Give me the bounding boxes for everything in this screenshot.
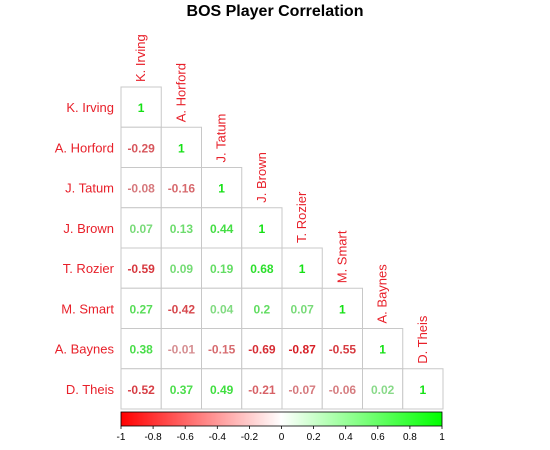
cell-value-label: -0.52 xyxy=(127,383,155,397)
cell-value-label: -0.42 xyxy=(168,302,196,316)
cell-value-label: 1 xyxy=(218,182,225,196)
cell-value-label: 1 xyxy=(138,101,145,115)
column-label: T. Rozier xyxy=(294,191,309,243)
row-label: J. Brown xyxy=(63,221,114,236)
cell-value-label: -0.06 xyxy=(329,383,357,397)
row-label: T. Rozier xyxy=(63,261,115,276)
heatmap-cell xyxy=(241,287,283,329)
cell-value-label: -0.87 xyxy=(288,343,316,357)
heatmap-cell xyxy=(160,207,202,249)
heatmap-cell xyxy=(321,368,363,410)
row-label: A. Baynes xyxy=(55,342,115,357)
column-label: J. Tatum xyxy=(214,114,229,163)
cell-value-label: -0.16 xyxy=(168,182,196,196)
heatmap-cell xyxy=(362,368,404,410)
colorbar-tick-label: -0.8 xyxy=(144,432,162,443)
colorbar-tick-label: 0.2 xyxy=(307,432,321,443)
cell-value-label: -0.07 xyxy=(288,383,316,397)
heatmap-cell xyxy=(201,287,243,329)
colorbar-tick-label: -1 xyxy=(117,432,126,443)
cell-value-label: 0.2 xyxy=(254,302,271,316)
cell-value-label: 1 xyxy=(259,222,266,236)
cell-value-label: -0.69 xyxy=(248,343,276,357)
cell-value-label: 0.44 xyxy=(210,222,234,236)
cell-value-label: -0.08 xyxy=(127,182,155,196)
cell-value-label: 0.04 xyxy=(210,302,234,316)
column-label: M. Smart xyxy=(334,230,349,283)
cell-value-label: 1 xyxy=(299,262,306,276)
heatmap-cell xyxy=(241,247,283,289)
cell-value-label: 0.13 xyxy=(170,222,194,236)
heatmap-cell xyxy=(120,86,162,128)
heatmap-cell xyxy=(201,167,243,209)
cell-value-label: 0.38 xyxy=(129,343,153,357)
colorbar-tick-label: -0.2 xyxy=(241,432,259,443)
cell-value-label: 1 xyxy=(379,343,386,357)
heatmap-cell xyxy=(120,328,162,370)
cell-value-label: 0.09 xyxy=(170,262,194,276)
heatmap-cell xyxy=(160,287,202,329)
colorbar-tick-label: -0.6 xyxy=(177,432,195,443)
cell-value-label: 0.19 xyxy=(210,262,234,276)
heatmap-cells: 1 -0.29 1 -0.08 -0.16 1 0.07 0.13 0.44 1 -0.59 0.09… xyxy=(120,86,444,410)
colorbar-tick-label: 0 xyxy=(279,432,285,443)
column-label: J. Brown xyxy=(254,152,269,203)
colorbar-tick-label: 0.4 xyxy=(339,432,353,443)
heatmap-cell xyxy=(362,328,404,370)
colorbar-bar xyxy=(120,411,443,427)
column-label: A. Horford xyxy=(173,63,188,122)
colorbar-tick-label: -0.4 xyxy=(209,432,227,443)
heatmap-cell xyxy=(160,247,202,289)
row-label: A. Horford xyxy=(55,140,114,155)
heatmap-cell xyxy=(120,126,162,168)
column-label: K. Irving xyxy=(133,34,148,82)
cell-value-label: 1 xyxy=(339,302,346,316)
cell-value-label: 0.07 xyxy=(129,222,153,236)
cell-value-label: 1 xyxy=(420,383,427,397)
column-label: A. Baynes xyxy=(375,264,390,324)
cell-value-label: -0.15 xyxy=(208,343,236,357)
heatmap-cell xyxy=(321,287,363,329)
heatmap-cell xyxy=(241,207,283,249)
row-label: D. Theis xyxy=(66,382,115,397)
heatmap-cell xyxy=(321,328,363,370)
cell-value-label: -0.01 xyxy=(168,343,196,357)
cell-value-label: -0.59 xyxy=(127,262,155,276)
row-labels: K. Irving A. Horford J. Tatum J. Brown T. Ro… xyxy=(55,100,115,397)
cell-value-label: -0.29 xyxy=(127,141,155,155)
heatmap-cell xyxy=(201,368,243,410)
heatmap-cell xyxy=(120,368,162,410)
colorbar-tick-label: 1 xyxy=(439,432,445,443)
row-label: M. Smart xyxy=(61,301,114,316)
cell-value-label: 0.07 xyxy=(290,302,314,316)
row-label: K. Irving xyxy=(66,100,114,115)
heatmap-cell xyxy=(402,368,444,410)
row-label: J. Tatum xyxy=(65,181,114,196)
cell-value-label: 0.68 xyxy=(250,262,274,276)
colorbar: -1 -0.8 -0.6 -0.4 -0.2 0 0.2 0.4 0.6 0.8 1 xyxy=(117,411,445,443)
cell-value-label: 1 xyxy=(178,141,185,155)
chart-title: BOS Player Correlation xyxy=(187,3,364,20)
heatmap-cell xyxy=(281,287,323,329)
cell-value-label: 0.37 xyxy=(170,383,194,397)
cell-value-label: 0.27 xyxy=(129,302,153,316)
heatmap-cell xyxy=(160,328,202,370)
cell-value-label: 0.02 xyxy=(371,383,395,397)
cell-value-label: 0.49 xyxy=(210,383,234,397)
heatmap-cell xyxy=(120,287,162,329)
column-label: D. Theis xyxy=(415,315,430,364)
column-labels: K. Irving A. Horford J. Tatum J. Brown T. Ro… xyxy=(133,34,430,363)
colorbar-tick-label: 0.8 xyxy=(403,432,417,443)
colorbar-tick-label: 0.6 xyxy=(371,432,385,443)
cell-value-label: -0.21 xyxy=(248,383,276,397)
cell-value-label: -0.55 xyxy=(329,343,357,357)
